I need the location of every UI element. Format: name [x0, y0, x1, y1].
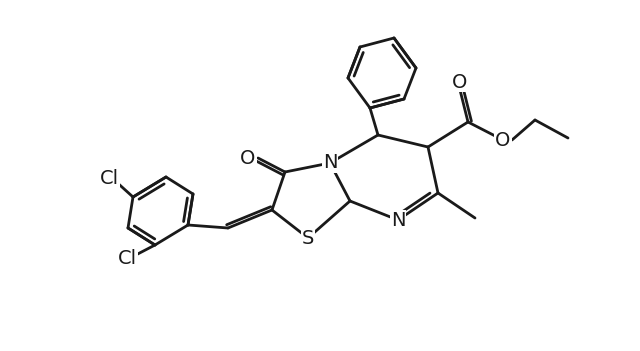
Text: N: N — [323, 153, 337, 172]
Text: N: N — [391, 211, 405, 230]
Text: O: O — [495, 131, 511, 150]
Text: O: O — [452, 73, 468, 92]
Text: Cl: Cl — [118, 249, 137, 267]
Text: S: S — [302, 229, 314, 247]
Text: Cl: Cl — [100, 168, 119, 187]
Text: O: O — [240, 148, 256, 167]
